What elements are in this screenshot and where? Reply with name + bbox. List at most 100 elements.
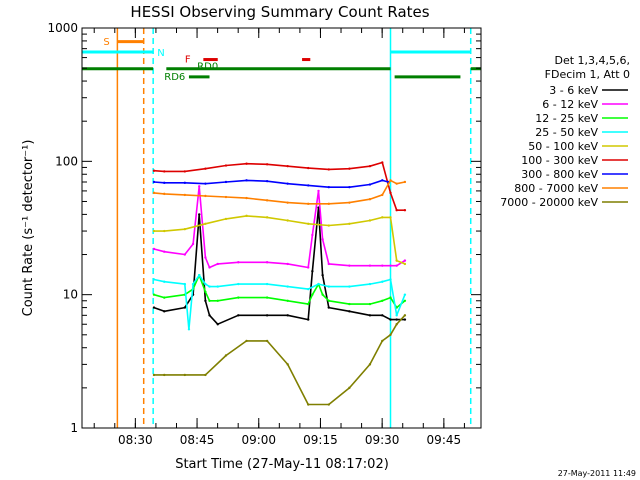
series-point-3-15 <box>348 285 351 288</box>
series-line-0 <box>153 206 405 326</box>
x-tick-label-3: 09:15 <box>303 433 338 447</box>
series-point-0-18 <box>381 314 384 317</box>
series-point-0-16 <box>348 310 351 313</box>
series-point-5-10 <box>348 167 351 170</box>
series-point-4-6 <box>265 216 269 219</box>
series-point-1-14 <box>321 238 324 241</box>
series-point-8-6 <box>265 339 269 343</box>
series-point-4-15 <box>403 262 407 266</box>
vertical-markers <box>116 28 472 428</box>
legend-label-3: 25 - 50 keV <box>535 126 598 139</box>
series-point-0-14 <box>321 273 324 277</box>
series-point-4-14 <box>395 259 398 262</box>
series-point-1-5 <box>204 256 207 259</box>
series-point-3-9 <box>237 282 240 286</box>
series-point-8-9 <box>327 403 331 406</box>
series-point-2-7 <box>216 299 219 302</box>
legend-label-2: 12 - 25 keV <box>535 112 598 125</box>
series-point-1-16 <box>348 264 351 267</box>
series-point-5-0 <box>152 169 156 172</box>
series-point-8-13 <box>389 333 392 337</box>
series-point-7-12 <box>381 193 384 197</box>
series-point-1-8 <box>237 261 240 264</box>
series-point-6-10 <box>348 185 351 189</box>
series-point-8-10 <box>348 386 351 390</box>
series-point-1-10 <box>286 262 289 266</box>
series-point-4-11 <box>368 219 372 222</box>
series-point-8-12 <box>381 339 384 343</box>
x-tick-label-5: 09:45 <box>427 433 462 447</box>
series-point-3-13 <box>317 282 320 286</box>
series-point-3-0 <box>152 278 156 281</box>
series-point-7-8 <box>307 202 310 206</box>
series-point-2-15 <box>327 299 331 302</box>
series-point-8-5 <box>245 339 248 343</box>
series-point-3-12 <box>307 287 310 291</box>
series-point-5-9 <box>327 168 331 171</box>
series-point-4-5 <box>245 214 248 218</box>
series-point-5-7 <box>286 164 289 168</box>
series-point-4-4 <box>224 217 228 221</box>
series-point-3-18 <box>389 278 392 281</box>
series-point-6-3 <box>204 182 207 185</box>
legend-label-8: 7000 - 20000 keV <box>500 196 598 209</box>
plot-frame <box>81 27 482 429</box>
series-point-5-3 <box>204 167 207 170</box>
series-point-2-0 <box>152 293 156 296</box>
series-point-3-17 <box>381 280 384 283</box>
series-point-3-5 <box>198 273 201 277</box>
legend-label-7: 800 - 7000 keV <box>514 182 598 195</box>
series-point-1-21 <box>403 259 407 262</box>
legend-label-4: 50 - 100 keV <box>528 140 598 153</box>
series-point-5-1 <box>163 170 166 173</box>
y-tick-label-2: 100 <box>55 154 78 168</box>
series-point-2-8 <box>237 296 240 299</box>
series-point-8-0 <box>152 373 156 377</box>
series-point-0-1 <box>163 310 166 313</box>
y-axis-label: Count Rate (s⁻¹ detector⁻¹) <box>21 140 36 317</box>
series-point-0-8 <box>237 314 240 317</box>
series-point-1-1 <box>163 250 166 253</box>
x-tick-label-4: 09:30 <box>365 433 400 447</box>
x-tick-label-0: 08:30 <box>118 433 153 447</box>
series-point-7-1 <box>163 192 166 196</box>
series-point-2-17 <box>368 302 372 306</box>
series-point-5-5 <box>245 162 248 165</box>
series-point-2-19 <box>389 296 392 299</box>
series-point-4-10 <box>348 222 351 226</box>
series-point-1-20 <box>395 264 398 267</box>
series-point-2-14 <box>321 293 324 296</box>
series-point-8-2 <box>183 373 187 377</box>
series-point-1-12 <box>311 233 314 237</box>
series-point-7-3 <box>204 194 207 198</box>
series-point-7-7 <box>286 201 289 204</box>
series-point-3-4 <box>191 282 195 286</box>
series-point-2-1 <box>163 296 166 299</box>
series-point-4-9 <box>327 224 331 227</box>
series-point-2-9 <box>265 296 269 299</box>
flag-label-1: N <box>157 48 164 59</box>
series-point-0-17 <box>368 314 372 317</box>
series-point-4-2 <box>183 227 187 231</box>
series-point-0-6 <box>208 314 211 317</box>
series-point-7-5 <box>245 196 248 200</box>
series-point-8-3 <box>204 373 207 377</box>
plot-area: S N F RD0 RD6 <box>81 27 482 429</box>
series-point-6-11 <box>368 183 372 186</box>
series-point-8-11 <box>368 363 372 366</box>
series-point-7-4 <box>224 195 228 199</box>
series-point-6-6 <box>265 179 269 183</box>
series-point-4-0 <box>152 229 156 233</box>
series-point-0-2 <box>183 306 187 309</box>
series-lines <box>152 161 407 406</box>
chart-title: HESSI Observing Summary Count Rates <box>130 3 429 21</box>
series-point-1-19 <box>389 264 392 267</box>
series-point-6-0 <box>152 180 156 184</box>
series-point-5-2 <box>183 170 187 173</box>
series-point-2-18 <box>381 299 384 302</box>
series-point-0-9 <box>265 314 269 317</box>
series-point-4-13 <box>389 216 392 219</box>
series-point-2-21 <box>403 299 407 302</box>
legend-header-0: Det 1,3,4,5,6, <box>554 54 630 67</box>
series-point-1-11 <box>307 266 310 269</box>
